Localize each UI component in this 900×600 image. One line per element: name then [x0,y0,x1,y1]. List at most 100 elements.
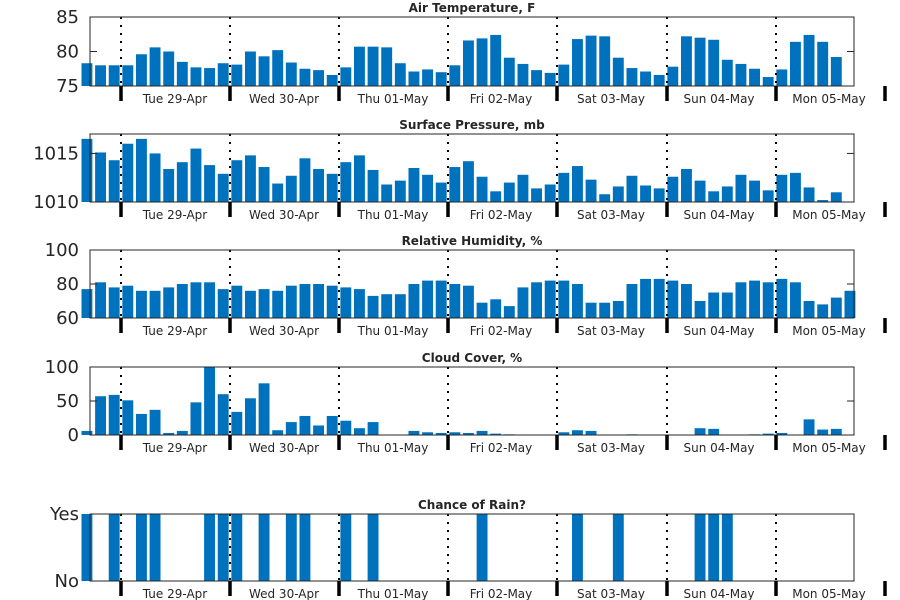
bar [367,46,379,86]
bar [571,430,583,435]
bar [204,165,216,202]
bar [217,173,229,202]
bar [789,282,801,318]
bar [653,74,665,86]
bar [217,289,229,318]
bar [721,186,733,202]
bar [708,191,720,202]
bar [653,188,665,202]
bar [694,301,706,318]
bar [135,138,147,202]
x-tick-label: Thu 01-May [357,208,429,222]
bar [803,301,815,318]
x-tick-label: Tue 29-Apr [142,208,207,222]
bar [571,514,583,581]
bar [721,292,733,318]
bar [163,287,175,318]
x-tick-label: Sun 04-May [683,208,754,222]
chart-title: Chance of Rain? [418,498,526,512]
bar [476,38,488,86]
bar [353,428,365,435]
x-tick-label: Sat 03-May [577,208,645,222]
bar [476,302,488,318]
y-tick-label: 85 [56,7,79,28]
bar [285,285,297,318]
x-tick-label: Wed 30-Apr [249,324,319,338]
bar [217,394,229,435]
bar [258,56,270,86]
chart-title: Surface Pressure, mb [399,118,545,132]
bar [95,65,107,86]
bar [244,155,256,202]
bar [762,77,774,86]
bar [490,299,502,318]
y-tick-label: 100 [45,240,79,261]
bar [299,68,311,86]
bar [149,290,161,318]
bar [817,304,829,318]
bar [408,430,420,435]
bar [422,174,434,202]
x-tick-label: Thu 01-May [357,324,429,338]
chart-title: Cloud Cover, % [422,351,522,365]
bar [163,432,175,435]
bar [544,72,556,86]
bar [176,430,188,435]
bar [640,278,652,318]
bar [476,430,488,435]
bar [326,285,338,318]
bar [531,188,543,202]
bar [776,278,788,318]
bar [749,68,761,86]
bar [680,168,692,202]
bar [367,422,379,435]
bar [381,47,393,86]
bar [803,34,815,86]
bar [667,176,679,202]
bar [517,174,529,202]
bar [626,284,638,318]
bar [449,65,461,86]
chart-panel-3: 0 50 100 Tue 29-Apr Wed 30-Apr Thu 01-May Fri … [45,351,887,455]
x-tick-label: Sat 03-May [577,441,645,455]
bar [708,39,720,86]
x-tick-label: Wed 30-Apr [249,92,319,106]
x-tick-label: Tue 29-Apr [142,324,207,338]
y-tick-label: 80 [56,274,79,295]
bar [394,63,406,86]
bar [204,367,216,435]
bar [81,289,93,318]
x-tick-label: Fri 02-May [470,92,533,106]
bar [708,292,720,318]
bar [680,36,692,86]
bar [340,162,352,202]
y-tick-label: 1010 [33,192,79,213]
bar [258,514,270,581]
bar [599,302,611,318]
chart-title: Relative Humidity, % [402,234,543,248]
bar [462,40,474,86]
bar [817,41,829,86]
bar [449,167,461,202]
bar [830,57,842,86]
bar [585,179,597,202]
bar [381,184,393,202]
bar [258,383,270,435]
x-tick-label: Tue 29-Apr [142,587,207,600]
bar [803,419,815,435]
x-tick-label: Fri 02-May [470,208,533,222]
bar [272,183,284,202]
bar [721,59,733,86]
bar [149,514,161,581]
bar [122,400,134,435]
bar [517,63,529,86]
bar [735,174,747,202]
bar [95,152,107,202]
bar [135,514,147,581]
bar [244,290,256,318]
bar [81,430,93,435]
y-tick-label: 1015 [33,143,79,164]
axes-box [89,133,855,203]
bar [762,282,774,318]
bar [422,69,434,86]
